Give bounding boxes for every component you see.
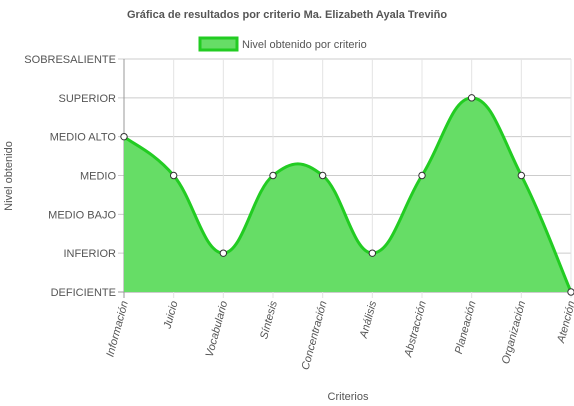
data-point[interactable]	[467, 94, 476, 102]
y-tick-label: MEDIO	[80, 171, 117, 183]
data-point[interactable]	[169, 171, 178, 180]
y-tick-label: MEDIO BAJO	[48, 209, 116, 221]
data-point[interactable]	[269, 171, 277, 180]
y-tick-label: INFERIOR	[63, 248, 116, 260]
series-area-fill	[124, 97, 571, 292]
x-tick-label: Atención	[555, 300, 574, 345]
x-tick-label: Planeación	[453, 300, 479, 356]
x-tick-label: Abstracción	[402, 300, 429, 360]
x-tick-label: Concentración	[300, 300, 330, 372]
y-tick-label: SUPERIOR	[59, 93, 117, 105]
y-axis-ticks: DEFICIENTE INFERIOR MEDIO BAJO MEDIO MEDIO A…	[24, 54, 116, 299]
data-point[interactable]	[120, 132, 128, 141]
legend[interactable]: Nivel obtenido por criterio	[198, 36, 367, 52]
x-tick-label: Vocabulario	[204, 300, 231, 359]
data-point[interactable]	[219, 249, 228, 257]
x-axis-label: Criterios	[328, 391, 369, 403]
y-tick-label: DEFICIENTE	[51, 287, 116, 299]
series-line	[123, 96, 573, 293]
x-tick-label: Análisis	[358, 299, 380, 340]
chart-title: Gráfica de resultados por criterio Ma. E…	[127, 9, 447, 21]
y-axis-label: Nivel obtenido	[3, 141, 15, 211]
y-tick-label: SOBRESALIENTE	[24, 54, 116, 66]
x-tick-label: Información	[104, 300, 130, 359]
y-tick-label: MEDIO ALTO	[50, 132, 117, 144]
legend-swatch	[198, 36, 239, 52]
data-point[interactable]	[567, 288, 574, 296]
legend-label: Nivel obtenido por criterio	[242, 39, 367, 51]
data-point[interactable]	[318, 171, 327, 180]
data-point[interactable]	[368, 249, 377, 257]
x-tick-label: Síntesis	[258, 299, 280, 340]
data-point[interactable]	[517, 171, 526, 180]
x-tick-label: Organización	[500, 300, 528, 366]
series-area	[123, 96, 573, 293]
x-tick-label: Juicio	[161, 300, 180, 331]
data-point[interactable]	[418, 171, 426, 180]
data-points	[120, 94, 574, 296]
x-axis-ticks: Información Juicio Vocabulario Síntesis Conc…	[104, 299, 574, 371]
